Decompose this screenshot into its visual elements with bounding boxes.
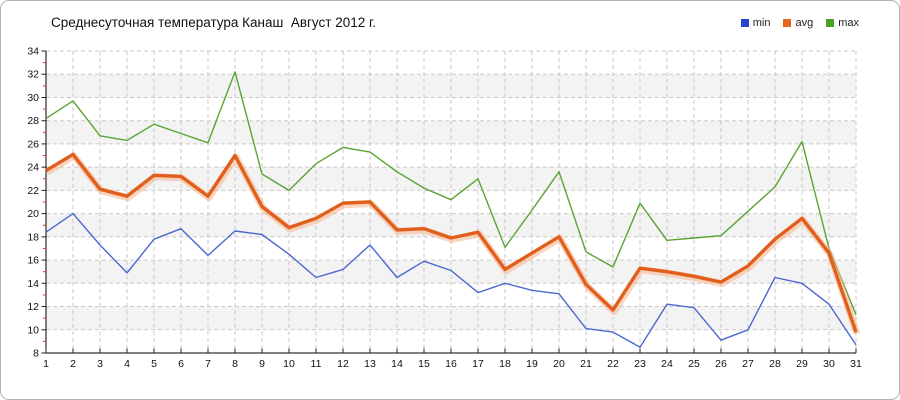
x-tick-label: 23 [634, 358, 646, 370]
x-tick-label: 10 [283, 358, 295, 370]
legend-swatch-max-icon [826, 19, 835, 27]
legend-swatch-min-icon [740, 19, 749, 27]
legend-label-max: max [838, 17, 859, 29]
legend-item-min[interactable]: min [740, 17, 771, 29]
x-tick-label: 14 [391, 358, 403, 370]
plot-band [46, 120, 856, 144]
x-tick-label: 4 [124, 358, 130, 370]
x-tick-label: 24 [661, 358, 673, 370]
series-max-line [45, 71, 857, 315]
x-tick-label: 17 [472, 358, 484, 370]
y-tick-label: 14 [27, 278, 39, 290]
y-tick-label: 24 [27, 162, 39, 174]
x-tick-label: 30 [823, 358, 835, 370]
x-tick-label: 7 [205, 358, 211, 370]
legend-item-avg[interactable]: avg [783, 17, 813, 29]
legend-item-max[interactable]: max [826, 17, 859, 29]
x-tick-label: 21 [580, 358, 592, 370]
y-tick-label: 34 [27, 46, 39, 58]
x-tick-label: 1 [43, 358, 49, 370]
x-tick-label: 6 [178, 358, 184, 370]
x-tick-label: 18 [499, 358, 511, 370]
y-tick-label: 8 [33, 348, 39, 360]
y-tick-label: 16 [27, 255, 39, 267]
y-tick-label: 32 [27, 69, 39, 81]
x-tick-label: 28 [769, 358, 781, 370]
y-tick-label: 18 [27, 231, 39, 243]
legend-swatch-avg-icon [783, 19, 792, 27]
x-tick-label: 29 [796, 358, 808, 370]
y-tick-label: 26 [27, 138, 39, 150]
x-tick-label: 22 [607, 358, 619, 370]
x-tick-label: 20 [553, 358, 565, 370]
legend: min avg max [740, 17, 859, 29]
x-tick-label: 13 [364, 358, 376, 370]
x-tick-label: 19 [526, 358, 538, 370]
chart-title: Среднесуточная температура Канаш Август … [51, 15, 377, 30]
y-tick-label: 12 [27, 301, 39, 313]
x-tick-label: 9 [259, 358, 265, 370]
y-tick-label: 22 [27, 185, 39, 197]
x-tick-label: 15 [418, 358, 430, 370]
x-tick-label: 2 [70, 358, 76, 370]
x-tick-label: 11 [311, 358, 322, 370]
series-avg-line [45, 152, 858, 333]
x-tick-label: 26 [715, 358, 727, 370]
y-tick-label: 20 [27, 208, 39, 220]
legend-label-avg: avg [795, 17, 814, 29]
x-tick-label: 31 [850, 358, 862, 370]
x-tick-label: 25 [688, 358, 700, 370]
y-tick-label: 30 [27, 92, 39, 104]
y-tick-label: 10 [27, 324, 39, 336]
x-tick-label: 8 [232, 358, 238, 370]
plot-band [46, 74, 856, 98]
x-tick-label: 5 [151, 358, 157, 370]
legend-label-min: min [752, 17, 771, 29]
x-tick-label: 16 [445, 358, 457, 370]
x-tick-label: 3 [97, 358, 103, 370]
x-tick-label: 12 [337, 358, 349, 370]
plot-band [46, 213, 856, 237]
x-tick-label: 27 [742, 358, 754, 370]
y-tick-label: 28 [27, 115, 39, 127]
series-min-line [45, 212, 857, 348]
